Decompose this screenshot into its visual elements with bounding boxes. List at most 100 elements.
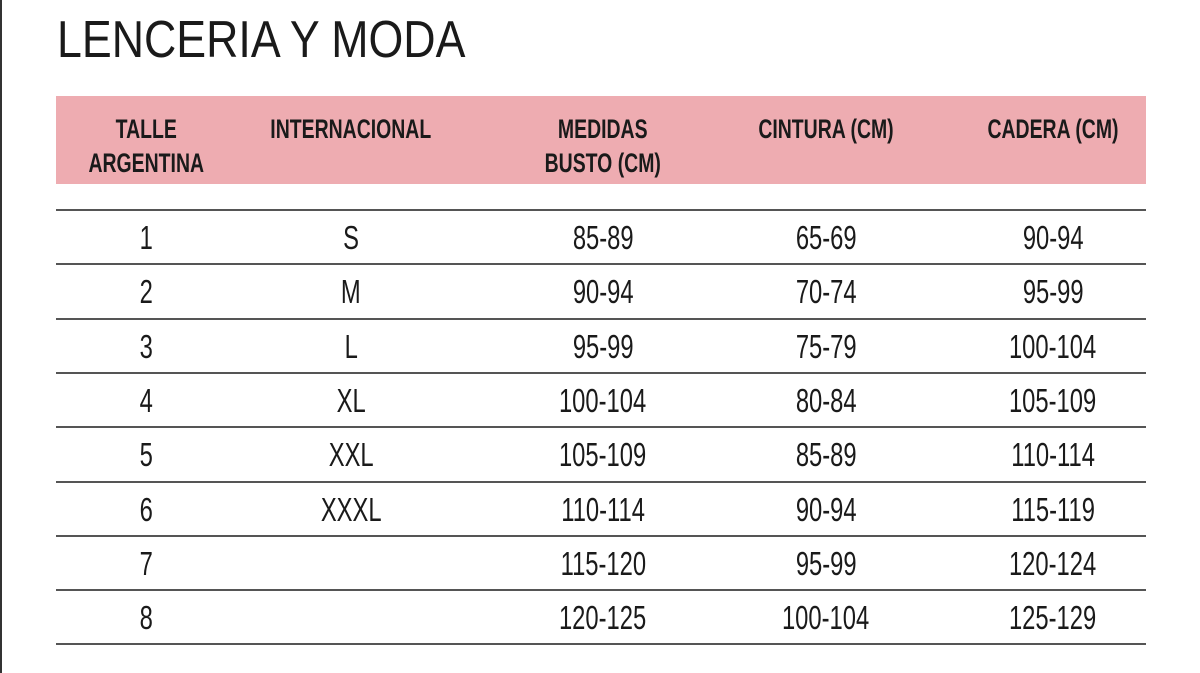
cell-value: 100-104 bbox=[1009, 327, 1097, 365]
cell-value: 115-119 bbox=[1011, 490, 1095, 528]
table-cell: 110-114 bbox=[483, 483, 723, 537]
table-cell: XL bbox=[231, 374, 471, 428]
table-cell: 95-99 bbox=[483, 320, 723, 374]
table-cell: XXXL bbox=[231, 483, 471, 537]
cell-value: 65-69 bbox=[795, 219, 857, 256]
column-header-label: INTERNACIONAL bbox=[270, 114, 432, 144]
table-cell: 120-124 bbox=[933, 537, 1173, 591]
table-cell: 7 bbox=[26, 537, 266, 591]
cell-value: XXXL bbox=[320, 490, 382, 528]
table-cell: 100-104 bbox=[933, 320, 1173, 374]
cell-value: 105-109 bbox=[1009, 381, 1097, 419]
cell-value: 90-94 bbox=[795, 490, 857, 528]
table-cell: 8 bbox=[26, 591, 266, 645]
table-cell: 90-94 bbox=[483, 265, 723, 319]
cell-value: 85-89 bbox=[795, 436, 857, 474]
column-header: MEDIDAS BUSTO (CM) bbox=[453, 112, 753, 180]
cell-value: XL bbox=[336, 381, 366, 419]
column-header: INTERNACIONAL bbox=[201, 112, 501, 146]
cell-value: 110-114 bbox=[561, 490, 645, 528]
column-header-label: CADERA (CM) bbox=[987, 114, 1119, 144]
table-cell: S bbox=[231, 211, 471, 265]
cell-value: 105-109 bbox=[559, 436, 647, 474]
row-divider bbox=[56, 317, 1146, 320]
table-cell: 125-129 bbox=[933, 591, 1173, 645]
divider bbox=[56, 209, 1146, 211]
row-divider bbox=[56, 643, 1146, 646]
cell-value: 120-125 bbox=[559, 599, 647, 637]
cell-value: 95-99 bbox=[795, 544, 857, 582]
cell-value: 115-120 bbox=[560, 544, 646, 582]
cell-value: 5 bbox=[139, 436, 153, 474]
table-cell: 100-104 bbox=[483, 374, 723, 428]
row-divider bbox=[56, 263, 1146, 266]
table-cell: 105-109 bbox=[933, 374, 1173, 428]
column-header: CADERA (CM) bbox=[903, 112, 1200, 146]
table-cell: 1 bbox=[26, 211, 266, 265]
cell-value: L bbox=[344, 327, 358, 365]
cell-value: 3 bbox=[139, 327, 153, 365]
table-header-band bbox=[56, 96, 1146, 184]
row-divider bbox=[56, 589, 1146, 592]
cell-value: XXL bbox=[328, 436, 374, 474]
table-cell: 105-109 bbox=[483, 428, 723, 482]
cell-value: 95-99 bbox=[572, 327, 634, 365]
row-divider bbox=[56, 426, 1146, 429]
cell-value: 80-84 bbox=[795, 381, 857, 419]
cell-value: M bbox=[341, 273, 361, 311]
table-cell: 90-94 bbox=[933, 211, 1173, 265]
table-cell: 85-89 bbox=[483, 211, 723, 265]
table-cell: 85-89 bbox=[706, 428, 946, 482]
table-cell: 4 bbox=[26, 374, 266, 428]
left-border bbox=[0, 0, 2, 673]
column-header-label: CINTURA (CM) bbox=[758, 114, 894, 144]
cell-value: 1 bbox=[139, 219, 153, 256]
column-header: TALLE ARGENTINA bbox=[0, 112, 296, 180]
column-header-label: MEDIDAS BUSTO (CM) bbox=[544, 114, 662, 178]
table-cell: 95-99 bbox=[706, 537, 946, 591]
cell-value: 100-104 bbox=[559, 381, 647, 419]
table-cell: 75-79 bbox=[706, 320, 946, 374]
cell-value: 90-94 bbox=[1022, 219, 1084, 256]
row-divider bbox=[56, 371, 1146, 374]
cell-value: 8 bbox=[139, 599, 153, 637]
table-cell: 80-84 bbox=[706, 374, 946, 428]
row-divider bbox=[56, 534, 1146, 537]
cell-value: 75-79 bbox=[795, 327, 857, 365]
cell-value: 7 bbox=[139, 544, 153, 582]
table-cell: 115-120 bbox=[483, 537, 723, 591]
table-cell: 2 bbox=[26, 265, 266, 319]
cell-value: 4 bbox=[139, 381, 153, 419]
cell-value: 125-129 bbox=[1009, 599, 1097, 637]
table-cell: L bbox=[231, 320, 471, 374]
cell-value: 70-74 bbox=[795, 273, 857, 311]
table-cell: 110-114 bbox=[933, 428, 1173, 482]
table-cell: 100-104 bbox=[706, 591, 946, 645]
cell-value: 6 bbox=[139, 490, 153, 528]
table-cell: 120-125 bbox=[483, 591, 723, 645]
column-header-label: TALLE ARGENTINA bbox=[88, 114, 204, 178]
row-divider bbox=[56, 480, 1146, 483]
table-cell bbox=[231, 537, 471, 591]
table-cell: 65-69 bbox=[706, 211, 946, 265]
cell-value: 90-94 bbox=[572, 273, 634, 311]
cell-value: 100-104 bbox=[782, 599, 870, 637]
table-cell: 115-119 bbox=[933, 483, 1173, 537]
column-header: CINTURA (CM) bbox=[676, 112, 976, 146]
table-cell: 6 bbox=[26, 483, 266, 537]
cell-value: 120-124 bbox=[1009, 544, 1097, 582]
page-title: LENCERIA Y MODA bbox=[57, 11, 466, 69]
table-cell: XXL bbox=[231, 428, 471, 482]
table-cell: M bbox=[231, 265, 471, 319]
table-cell: 5 bbox=[26, 428, 266, 482]
table-cell: 90-94 bbox=[706, 483, 946, 537]
cell-value: 110-114 bbox=[1011, 436, 1095, 474]
table-cell: 3 bbox=[26, 320, 266, 374]
cell-value: 95-99 bbox=[1022, 273, 1084, 311]
table-cell: 70-74 bbox=[706, 265, 946, 319]
cell-value: 2 bbox=[139, 273, 153, 311]
table-cell bbox=[231, 591, 471, 645]
table-cell: 95-99 bbox=[933, 265, 1173, 319]
cell-value: 85-89 bbox=[572, 219, 634, 256]
cell-value: S bbox=[343, 219, 359, 256]
